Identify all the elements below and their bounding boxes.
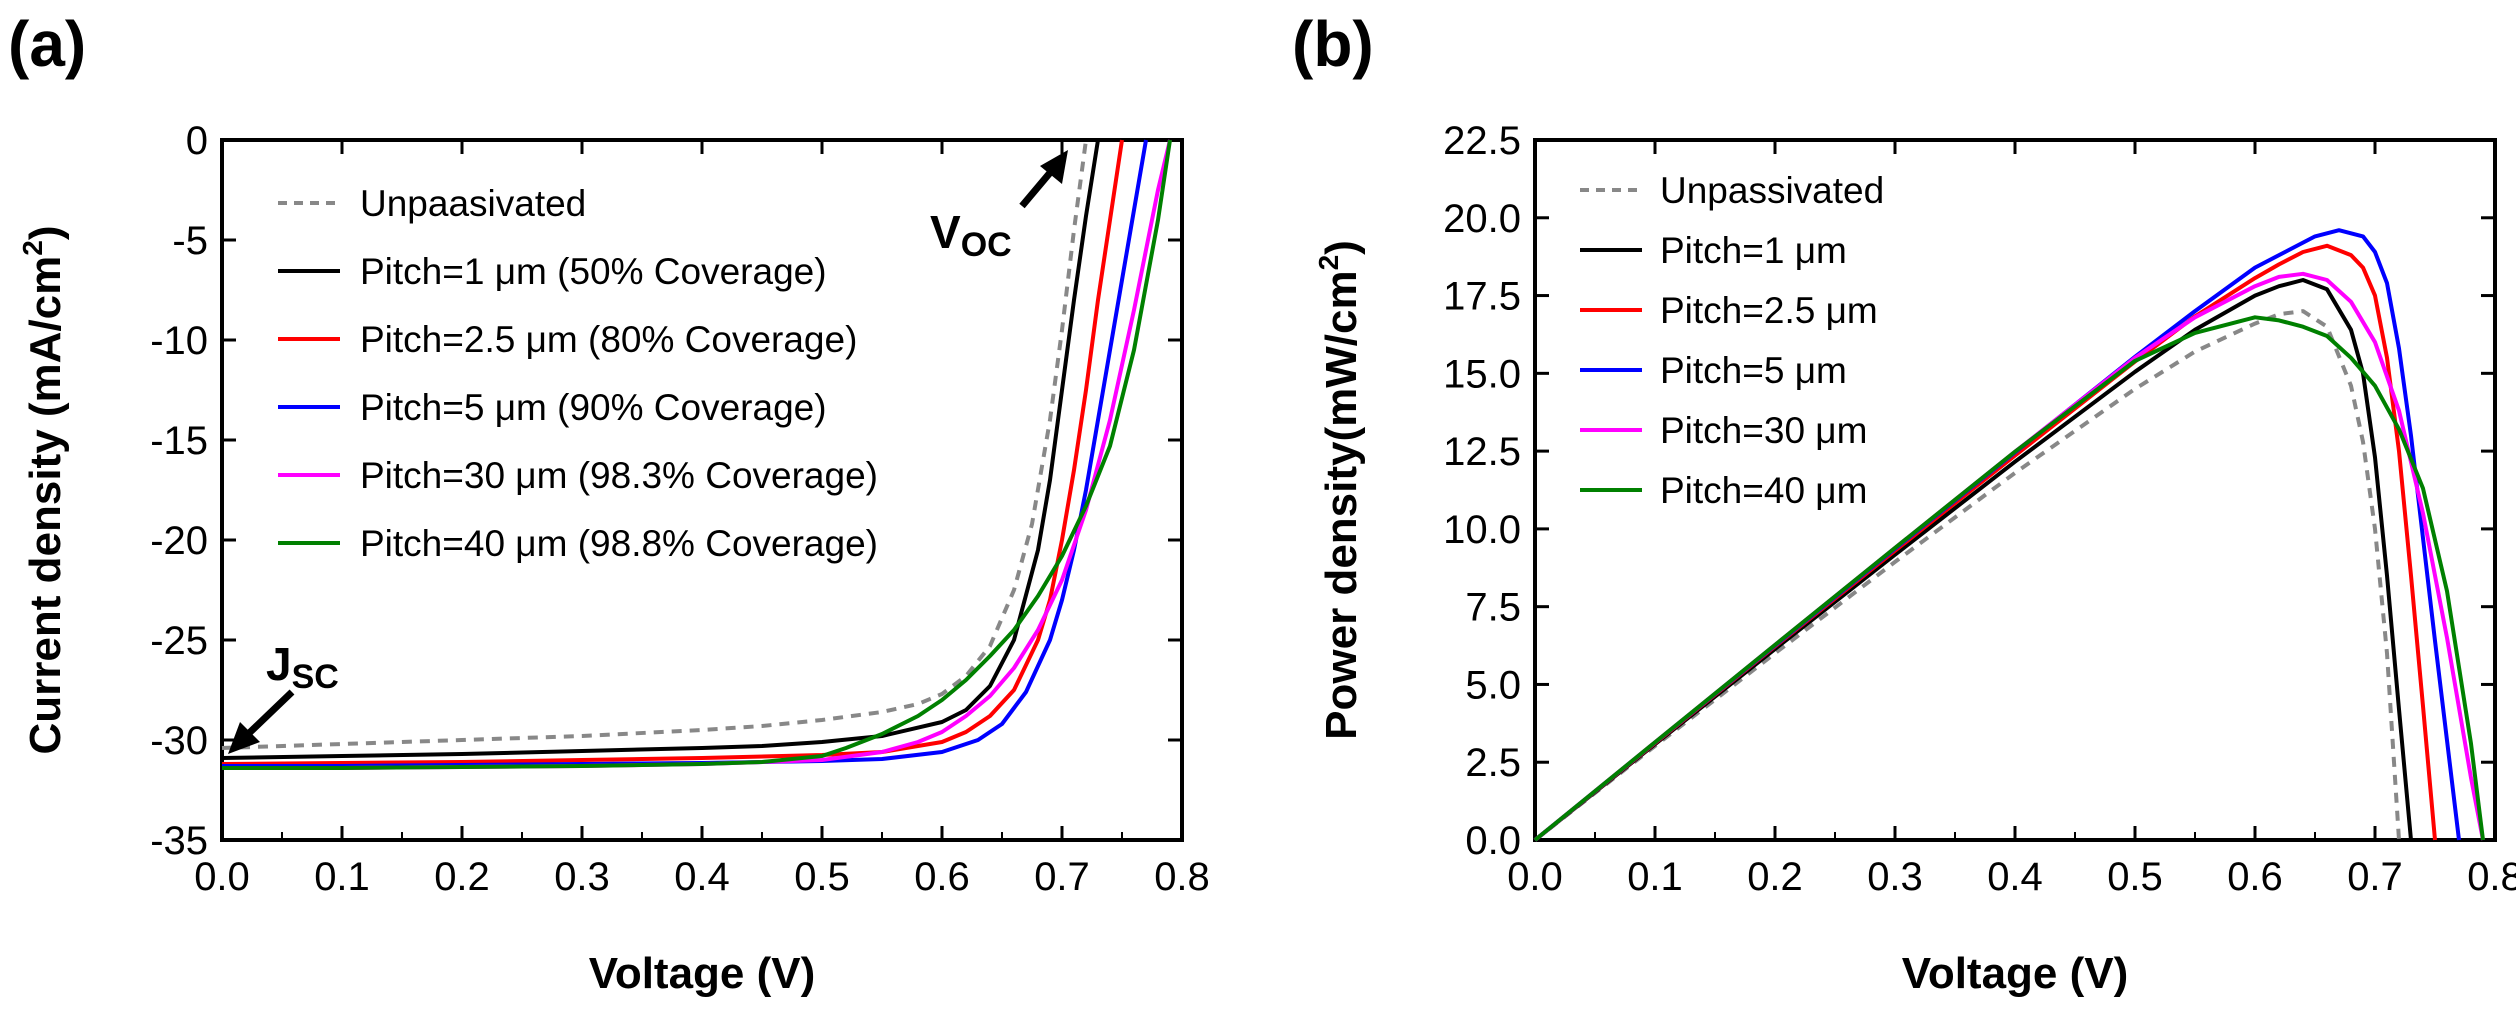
legend-label-b-4: Pitch=30 μm [1660, 410, 1867, 451]
series-line-a-2 [221, 139, 1124, 766]
y-tick-label-a-5: -25 [150, 619, 208, 663]
y-axis-title-b-close: ) [1317, 240, 1366, 255]
x-tick-label-a-4: 0.4 [674, 855, 730, 899]
y-axis-title-a: Current density (mA/cm2) [17, 226, 70, 755]
annotation-jsc-text: JSC [266, 638, 339, 696]
annotation-jsc-sub: SC [292, 658, 339, 696]
legend-label-b-0: Unpassivated [1660, 170, 1884, 211]
legend-label-b-2: Pitch=2.5 μm [1660, 290, 1878, 331]
legend-label-a-2: Pitch=2.5 μm (80% Coverage) [360, 319, 857, 360]
legend-label-a-1: Pitch=1 μm (50% Coverage) [360, 251, 827, 292]
x-tick-label-b-4: 0.4 [1987, 855, 2043, 899]
x-tick-label-a-0: 0.0 [194, 855, 250, 899]
x-axis-title-b: Voltage (V) [1902, 949, 2129, 998]
y-axis-title-b-sup: 2 [1313, 255, 1344, 271]
y-axis-title-b: Power density(mW/cm2) [1313, 240, 1366, 740]
x-tick-label-b-7: 0.7 [2347, 855, 2403, 899]
y-axis-title-a-close: ) [21, 226, 70, 241]
x-tick-label-a-7: 0.7 [1034, 855, 1090, 899]
legend-label-a-4: Pitch=30 μm (98.3% Coverage) [360, 455, 878, 496]
legend-b: Unpassivated Pitch=1 μm Pitch=2.5 μm Pit… [1580, 170, 1884, 511]
x-tick-label-a-8: 0.8 [1154, 855, 1210, 899]
y-tick-label-b-2: 5.0 [1465, 663, 1521, 707]
y-tick-label-a-4: -20 [150, 519, 208, 563]
x-tick-label-b-2: 0.2 [1747, 855, 1803, 899]
x-tick-label-a-3: 0.3 [554, 855, 610, 899]
legend-label-b-3: Pitch=5 μm [1660, 350, 1847, 391]
x-tick-label-b-0: 0.0 [1507, 855, 1563, 899]
legend-a: Unpaasivated Pitch=1 μm (50% Coverage) P… [278, 183, 878, 564]
panel-label-b: (b) [1292, 8, 1374, 80]
y-tick-label-a-0: 0 [186, 119, 208, 163]
annotation-voc-arrow-head [1040, 150, 1068, 184]
series-group-b [1533, 228, 2485, 842]
y-tick-label-a-3: -15 [150, 419, 208, 463]
x-tick-label-a-2: 0.2 [434, 855, 490, 899]
series-line-a-4 [222, 139, 1172, 770]
annotation-voc-arrow-shaft [1019, 165, 1057, 209]
series-line-a-0 [221, 139, 1088, 750]
x-tick-label-b-6: 0.6 [2227, 855, 2283, 899]
x-tick-label-b-5: 0.5 [2107, 855, 2163, 899]
legend-label-a-5: Pitch=40 μm (98.8% Coverage) [360, 523, 878, 564]
y-tick-label-b-3: 7.5 [1465, 586, 1521, 630]
x-tick-label-b-3: 0.3 [1867, 855, 1923, 899]
axis-ticks-a: 0.0 0.1 0.2 0.3 0.4 0.5 0.6 0.7 0.8 0 -5 -10 -15 -20 -… [150, 119, 1210, 899]
y-axis-title-b-main: Power density(mW/cm [1317, 270, 1366, 739]
x-axis-title-a: Voltage (V) [589, 949, 816, 998]
x-tick-label-b-1: 0.1 [1627, 855, 1683, 899]
series-line-b-2 [1533, 243, 2437, 842]
annotation-jsc-arrow-head [228, 722, 260, 754]
axis-ticks-b: 0.0 0.1 0.2 0.3 0.4 0.5 0.6 0.7 0.8 0.0 2.5 5.0 7.5 1… [1443, 119, 2516, 899]
y-axis-title-a-main: Current density (mA/cm [21, 256, 70, 755]
series-line-b-1 [1533, 278, 2413, 842]
series-group-a [221, 139, 1172, 770]
x-tick-label-a-6: 0.6 [914, 855, 970, 899]
y-tick-label-b-5: 12.5 [1443, 430, 1521, 474]
legend-label-a-0: Unpaasivated [360, 183, 586, 224]
annotation-jsc-arrow-shaft [241, 689, 295, 741]
y-tick-label-a-7: -35 [150, 819, 208, 863]
y-tick-label-b-7: 17.5 [1443, 275, 1521, 319]
y-tick-label-b-0: 0.0 [1465, 819, 1521, 863]
chart-panel-b: 0.0 0.1 0.2 0.3 0.4 0.5 0.6 0.7 0.8 0.0 2.5 5.0 7.5 1… [1313, 119, 2516, 998]
panel-label-a: (a) [8, 8, 86, 80]
series-line-b-5 [1533, 315, 2485, 842]
legend-label-b-5: Pitch=40 μm [1660, 470, 1867, 511]
y-tick-label-b-1: 2.5 [1465, 741, 1521, 785]
y-tick-label-b-4: 10.0 [1443, 508, 1521, 552]
annotation-voc-main: V [930, 206, 961, 258]
series-line-a-5 [222, 139, 1172, 770]
annotation-voc-sub: OC [961, 226, 1012, 264]
annotation-voc-text: VOC [930, 206, 1012, 264]
y-tick-label-a-6: -30 [150, 719, 208, 763]
y-tick-label-a-1: -5 [172, 219, 208, 263]
annotation-jsc-main: J [266, 638, 292, 690]
annotation-jsc: JSC [228, 638, 339, 754]
legend-label-a-3: Pitch=5 μm (90% Coverage) [360, 387, 827, 428]
y-tick-label-b-6: 15.0 [1443, 352, 1521, 396]
y-tick-label-b-8: 20.0 [1443, 197, 1521, 241]
annotation-voc: VOC [930, 150, 1068, 264]
y-axis-title-a-sup: 2 [17, 240, 48, 256]
legend-label-b-1: Pitch=1 μm [1660, 230, 1847, 271]
y-tick-label-b-9: 22.5 [1443, 119, 1521, 163]
x-tick-label-a-1: 0.1 [314, 855, 370, 899]
y-tick-label-a-2: -10 [150, 319, 208, 363]
x-tick-label-b-8: 0.8 [2467, 855, 2516, 899]
chart-panel-a: 0.0 0.1 0.2 0.3 0.4 0.5 0.6 0.7 0.8 0 -5 -10 -15 -20 -… [17, 119, 1210, 998]
series-line-a-1 [221, 139, 1100, 760]
x-tick-label-a-5: 0.5 [794, 855, 850, 899]
